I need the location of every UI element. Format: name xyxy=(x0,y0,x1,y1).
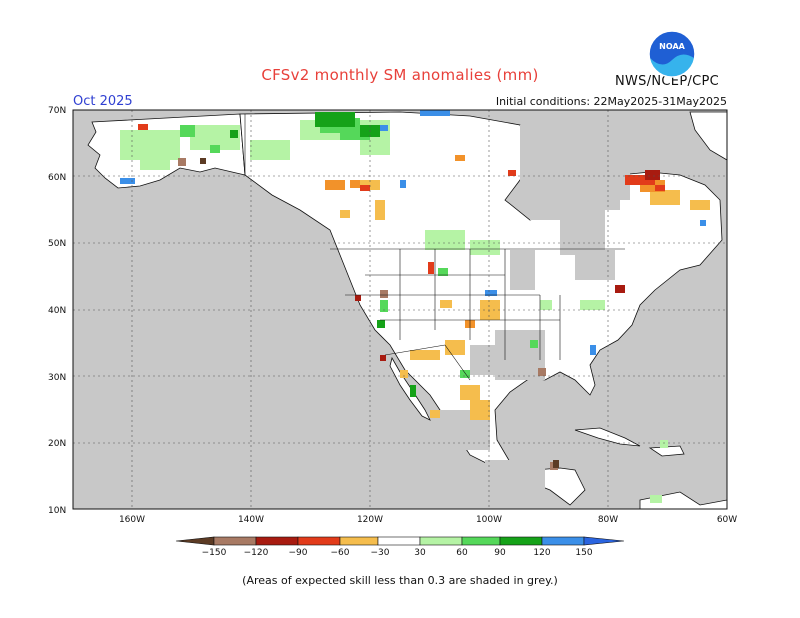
legend-arrow-right xyxy=(583,536,625,546)
legend-swatch xyxy=(377,536,421,546)
lat-label: 40N xyxy=(48,306,66,316)
legend-swatch xyxy=(461,536,501,546)
legend-tick: 150 xyxy=(575,548,592,558)
initial-conditions: Initial conditions: 22May2025-31May2025 xyxy=(495,95,727,108)
lon-label: 120W xyxy=(357,515,383,525)
lat-label: 60N xyxy=(48,173,66,183)
legend-swatch xyxy=(499,536,543,546)
political-borders xyxy=(244,114,625,381)
lat-label: 70N xyxy=(48,106,66,116)
forecast-month: Oct 2025 xyxy=(73,94,133,109)
legend-swatch xyxy=(541,536,585,546)
grey-skill-mask xyxy=(440,125,630,490)
agency-label: NWS/NCEP/CPC xyxy=(615,74,720,89)
lon-label: 60W xyxy=(717,515,737,525)
legend-tick: −60 xyxy=(331,548,350,558)
logo-text: NOAA xyxy=(659,42,685,51)
noaa-logo: NOAA xyxy=(648,30,696,78)
legend-tick: −150 xyxy=(202,548,227,558)
lat-label: 10N xyxy=(48,506,66,516)
legend-swatch xyxy=(419,536,463,546)
map-frame xyxy=(72,109,728,510)
legend-swatch xyxy=(297,536,341,546)
legend-tick: 120 xyxy=(533,548,550,558)
legend-tick: −120 xyxy=(244,548,269,558)
legend-tick: −90 xyxy=(289,548,308,558)
lat-label: 30N xyxy=(48,373,66,383)
legend-tick: 90 xyxy=(494,548,506,558)
legend-ticks: −150 −120 −90 −60 −30 30 60 90 120 150 xyxy=(202,548,593,558)
legend-swatch xyxy=(213,536,257,546)
graticule xyxy=(73,110,727,509)
lon-label: 160W xyxy=(119,515,145,525)
legend-swatch xyxy=(339,536,379,546)
map-title: CFSv2 monthly SM anomalies (mm) xyxy=(261,66,539,84)
anomaly-cells xyxy=(120,110,710,503)
legend-tick: 60 xyxy=(456,548,468,558)
lon-labels: 160W 140W 120W 100W 80W 60W xyxy=(119,515,737,525)
legend-tick: −30 xyxy=(371,548,390,558)
lat-label: 50N xyxy=(48,239,66,249)
lat-label: 20N xyxy=(48,439,66,449)
legend-swatch xyxy=(255,536,299,546)
legend-arrow-left xyxy=(175,536,215,546)
color-legend xyxy=(175,536,625,546)
lon-label: 140W xyxy=(238,515,264,525)
footnote: (Areas of expected skill less than 0.3 a… xyxy=(242,574,558,587)
lat-labels: 70N 60N 50N 40N 30N 20N 10N xyxy=(48,106,66,516)
legend-tick: 30 xyxy=(414,548,426,558)
lon-label: 80W xyxy=(598,515,618,525)
lon-label: 100W xyxy=(476,515,502,525)
